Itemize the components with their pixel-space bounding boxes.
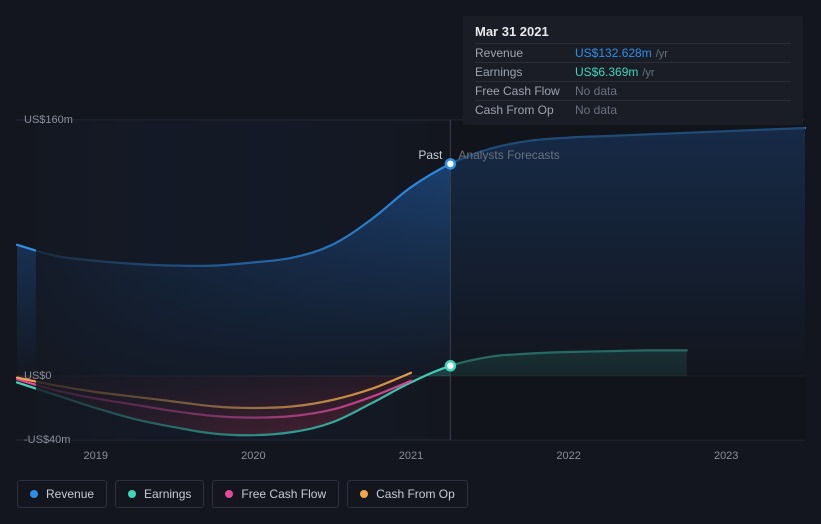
chart-legend: Revenue Earnings Free Cash Flow Cash From O… (17, 480, 468, 508)
y-axis-label: -US$40m (24, 434, 70, 446)
y-axis-label: US$0 (24, 370, 52, 382)
tooltip-metric-label: Free Cash Flow (475, 84, 575, 98)
tooltip-row: Cash From OpNo data (475, 100, 791, 119)
legend-dot-icon (128, 490, 136, 498)
tooltip-metric-value: US$6.369m (575, 65, 638, 79)
forecast-region-label: Analysts Forecasts (458, 148, 559, 162)
legend-item-earnings[interactable]: Earnings (115, 480, 204, 508)
x-axis-label: 2020 (241, 450, 265, 462)
legend-label: Cash From Op (376, 487, 455, 501)
tooltip-metric-label: Revenue (475, 46, 575, 60)
tooltip-metric-value: US$132.628m (575, 46, 652, 60)
x-axis-label: 2019 (84, 450, 108, 462)
x-axis-label: 2023 (714, 450, 738, 462)
tooltip-row: RevenueUS$132.628m/yr (475, 43, 791, 62)
legend-item-cash_from_op[interactable]: Cash From Op (347, 480, 468, 508)
tooltip-date: Mar 31 2021 (475, 24, 791, 43)
legend-dot-icon (225, 490, 233, 498)
tooltip-metric-unit: /yr (642, 67, 654, 79)
legend-dot-icon (30, 490, 38, 498)
legend-item-free_cash_flow[interactable]: Free Cash Flow (212, 480, 339, 508)
legend-label: Revenue (46, 487, 94, 501)
tooltip-metric-value: No data (575, 103, 617, 117)
tooltip-row: Free Cash FlowNo data (475, 81, 791, 100)
x-axis-label: 2021 (399, 450, 423, 462)
y-axis-label: US$160m (24, 114, 73, 126)
tooltip-metric-value: No data (575, 84, 617, 98)
x-axis-label: 2022 (556, 450, 580, 462)
tooltip-metric-unit: /yr (656, 48, 668, 60)
legend-dot-icon (360, 490, 368, 498)
chart-canvas (17, 120, 805, 440)
tooltip-metric-label: Cash From Op (475, 103, 575, 117)
tooltip-metric-label: Earnings (475, 65, 575, 79)
legend-label: Free Cash Flow (241, 487, 326, 501)
chart-tooltip: Mar 31 2021 RevenueUS$132.628m/yrEarning… (463, 16, 803, 125)
tooltip-row: EarningsUS$6.369m/yr (475, 62, 791, 81)
past-region-label: Past (418, 148, 442, 162)
legend-item-revenue[interactable]: Revenue (17, 480, 107, 508)
legend-label: Earnings (144, 487, 191, 501)
financials-chart[interactable]: US$160mUS$0-US$40m 20192020202120222023 (17, 120, 805, 440)
